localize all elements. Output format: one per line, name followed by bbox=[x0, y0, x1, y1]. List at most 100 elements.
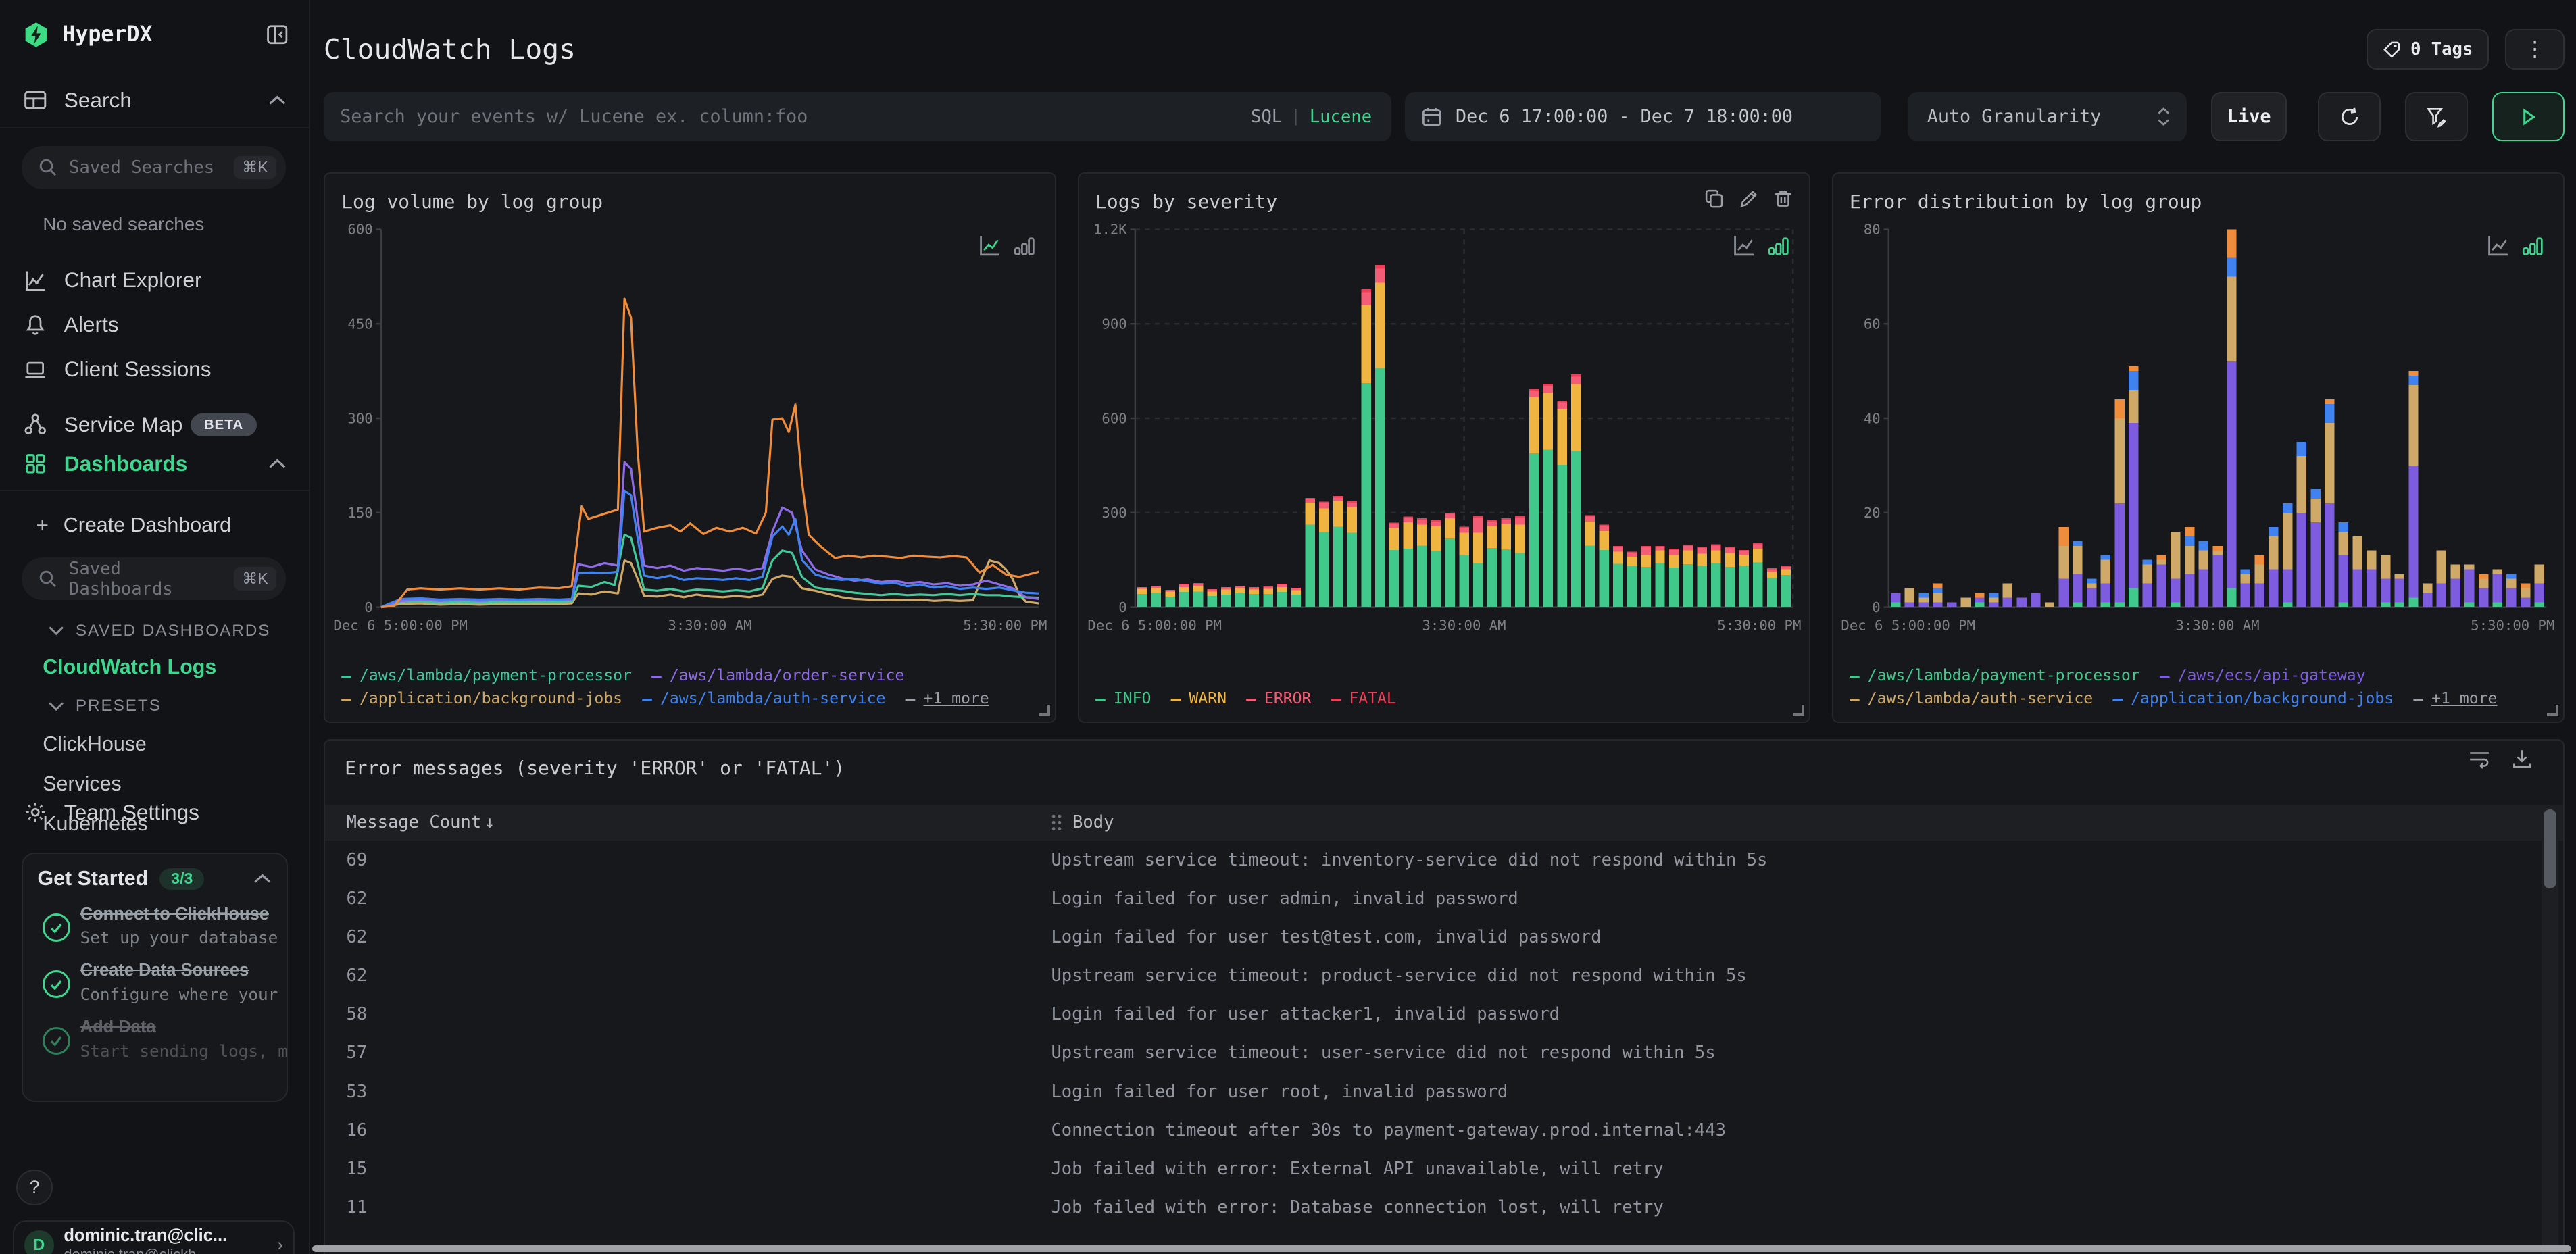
table-row[interactable]: 53 Login failed for user root, invalid pa… bbox=[325, 1072, 2540, 1111]
legend-item[interactable]: — +1 more bbox=[906, 688, 989, 708]
line-chart[interactable]: 600 450 300 150 0 Dec 6 5:00:00 PM 3:30:00 AM 5… bbox=[332, 216, 1049, 653]
tags-button[interactable]: 0 Tags bbox=[2366, 28, 2490, 70]
column-label: Body bbox=[1072, 812, 1114, 833]
legend-item[interactable]: — /aws/lambda/auth-service bbox=[1850, 688, 2093, 708]
legend-item[interactable]: — /application/background-jobs bbox=[2112, 688, 2394, 708]
resize-handle[interactable] bbox=[1792, 705, 1804, 717]
group-saved-dashboards[interactable]: SAVED DASHBOARDS bbox=[48, 622, 309, 641]
group-presets[interactable]: PRESETS bbox=[48, 697, 309, 716]
lucene-toggle[interactable]: Lucene bbox=[1309, 106, 1372, 127]
line-chart-mode-icon[interactable] bbox=[1732, 233, 1756, 257]
shortcut-badge: ⌘K bbox=[234, 567, 276, 591]
table-row[interactable]: 62 Login failed for user admin, invalid p… bbox=[325, 879, 2540, 918]
line-chart-mode-icon[interactable] bbox=[2486, 233, 2510, 257]
refresh-button[interactable] bbox=[2318, 92, 2381, 142]
legend-label: /application/background-jobs bbox=[359, 689, 623, 707]
granularity-value: Auto Granularity bbox=[1927, 106, 2102, 128]
cell-body: Job failed with error: Database connecti… bbox=[1051, 1197, 1664, 1218]
legend-item[interactable]: — /application/background-jobs bbox=[341, 688, 622, 708]
stacked-bar-chart[interactable]: 80 60 40 20 0 Dec 6 5:00:00 PM 3:30:00 AM 5:30:… bbox=[1839, 216, 2556, 653]
scrollbar-thumb[interactable] bbox=[2543, 809, 2557, 888]
chevron-up-icon[interactable] bbox=[268, 95, 287, 106]
task-add-data[interactable]: Add Data Start sending logs, metrics, or… bbox=[37, 1017, 287, 1061]
time-range-picker[interactable]: Dec 6 17:00:00 - Dec 7 18:00:00 bbox=[1404, 92, 1881, 142]
chevron-up-icon[interactable] bbox=[253, 873, 272, 884]
legend-swatch: — bbox=[1849, 688, 1860, 709]
sidebar-item-service-map[interactable]: Service Map BETA bbox=[0, 403, 309, 447]
legend-item[interactable]: — FATAL bbox=[1331, 688, 1396, 708]
bar-chart-mode-icon[interactable] bbox=[1014, 234, 1035, 257]
sidebar-item-clickhouse[interactable]: ClickHouse bbox=[43, 732, 147, 755]
task-connect-clickhouse[interactable]: Connect to ClickHouse Set up your databa… bbox=[37, 904, 287, 947]
sidebar-item-chart-explorer[interactable]: Chart Explorer bbox=[0, 258, 309, 303]
legend-swatch: — bbox=[1095, 688, 1106, 709]
bar-chart-mode-icon[interactable] bbox=[1768, 234, 1789, 257]
horizontal-scrollbar[interactable] bbox=[312, 1245, 2571, 1253]
download-icon[interactable] bbox=[2510, 747, 2533, 770]
resize-handle[interactable] bbox=[1038, 705, 1050, 717]
legend-swatch: — bbox=[1246, 688, 1256, 709]
sidebar-item-team-settings[interactable]: Team Settings bbox=[23, 800, 199, 825]
table-row[interactable]: 11 Job failed with error: Database connec… bbox=[325, 1188, 2540, 1226]
live-button[interactable]: Live bbox=[2211, 92, 2287, 142]
chevron-up-icon[interactable] bbox=[268, 458, 287, 470]
column-header-message-count[interactable]: Message Count ↓ bbox=[325, 812, 1051, 832]
table-row[interactable]: 57 Upstream service timeout: user-service… bbox=[325, 1034, 2540, 1072]
legend-item[interactable]: — ERROR bbox=[1246, 688, 1311, 708]
help-button[interactable]: ? bbox=[16, 1169, 53, 1206]
table-row[interactable]: 16 Connection timeout after 30s to paymen… bbox=[325, 1111, 2540, 1149]
cell-body: Login failed for user attacker1, invalid… bbox=[1051, 1004, 1560, 1025]
sidebar-item-alerts[interactable]: Alerts bbox=[0, 303, 309, 347]
legend-item[interactable]: — /aws/lambda/payment-processor bbox=[341, 666, 632, 685]
saved-searches-input[interactable]: Saved Searches ⌘K bbox=[21, 146, 287, 189]
table-row[interactable]: 15 Job failed with error: External API un… bbox=[325, 1149, 2540, 1188]
column-header-body[interactable]: Body bbox=[1051, 812, 2562, 833]
granularity-select[interactable]: Auto Granularity bbox=[1907, 92, 2187, 142]
task-create-data-sources[interactable]: Create Data Sources Configure where your… bbox=[37, 960, 287, 1004]
svg-text:3:30:00 AM: 3:30:00 AM bbox=[2176, 618, 2260, 634]
legend-item[interactable]: — /aws/lambda/auth-service bbox=[642, 688, 885, 708]
edit-chart-icon[interactable] bbox=[1739, 189, 1758, 208]
saved-dashboards-input[interactable]: Saved Dashboards ⌘K bbox=[21, 557, 287, 601]
line-chart-mode-icon[interactable] bbox=[978, 233, 1002, 257]
event-search-box[interactable]: SQL | Lucene bbox=[323, 92, 1392, 142]
cell-message-count: 11 bbox=[346, 1197, 368, 1218]
legend-item[interactable]: — +1 more bbox=[2413, 688, 2497, 708]
wrap-text-icon[interactable] bbox=[2468, 747, 2491, 770]
legend-item[interactable]: — /aws/lambda/order-service bbox=[651, 666, 904, 685]
search-input[interactable] bbox=[340, 106, 1252, 128]
table-row[interactable]: 62 Login failed for user test@test.com, i… bbox=[325, 918, 2540, 956]
duplicate-chart-icon[interactable] bbox=[1704, 189, 1724, 208]
legend-item[interactable]: — /aws/lambda/payment-processor bbox=[1850, 666, 2140, 685]
delete-chart-icon[interactable] bbox=[1773, 189, 1793, 208]
sidebar-item-dashboards[interactable]: Dashboards bbox=[0, 447, 309, 492]
legend-item[interactable]: — WARN bbox=[1171, 688, 1227, 708]
cell-body: Login failed for user test@test.com, inv… bbox=[1051, 927, 1602, 948]
table-row[interactable]: 58 Login failed for user attacker1, inval… bbox=[325, 995, 2540, 1034]
svg-text:Dec 6 5:00:00 PM: Dec 6 5:00:00 PM bbox=[333, 618, 468, 634]
filter-button[interactable] bbox=[2405, 92, 2468, 142]
sidebar-item-kubernetes[interactable]: Kubernetes bbox=[43, 812, 148, 836]
legend-item[interactable]: — /aws/ecs/api-gateway bbox=[2160, 666, 2366, 685]
table-row[interactable]: 69 Upstream service timeout: inventory-se… bbox=[325, 841, 2540, 879]
legend-label: /aws/lambda/payment-processor bbox=[1867, 666, 2140, 684]
legend-item[interactable]: — INFO bbox=[1095, 688, 1151, 708]
resize-handle[interactable] bbox=[2546, 705, 2558, 717]
sql-toggle[interactable]: SQL bbox=[1251, 106, 1283, 127]
bar-chart-mode-icon[interactable] bbox=[2522, 234, 2544, 257]
sidebar-item-cloudwatch-logs[interactable]: CloudWatch Logs bbox=[43, 655, 217, 678]
run-query-button[interactable] bbox=[2492, 92, 2565, 142]
legend-swatch: — bbox=[1331, 688, 1341, 709]
collapse-sidebar-icon[interactable] bbox=[265, 22, 289, 47]
table-row[interactable]: 62 Upstream service timeout: product-serv… bbox=[325, 957, 2540, 995]
table-vertical-scrollbar[interactable] bbox=[2542, 804, 2558, 1254]
more-options-button[interactable]: ⋮ bbox=[2505, 28, 2565, 70]
create-dashboard-button[interactable]: + Create Dashboard bbox=[36, 513, 309, 538]
stacked-bar-chart[interactable]: 1.2K 900 600 300 0 Dec 6 5:00:00 PM 3:30:00 AM… bbox=[1086, 216, 1803, 653]
svg-text:3:30:00 AM: 3:30:00 AM bbox=[668, 618, 751, 634]
sidebar-item-search[interactable]: Search bbox=[0, 88, 309, 128]
user-profile-chip[interactable]: D dominic.tran@clic... dominic.tran@clic… bbox=[13, 1220, 295, 1254]
sidebar-item-client-sessions[interactable]: Client Sessions bbox=[0, 347, 309, 391]
sidebar-item-services[interactable]: Services bbox=[43, 772, 122, 795]
chart-title: Logs by severity bbox=[1095, 190, 1278, 213]
